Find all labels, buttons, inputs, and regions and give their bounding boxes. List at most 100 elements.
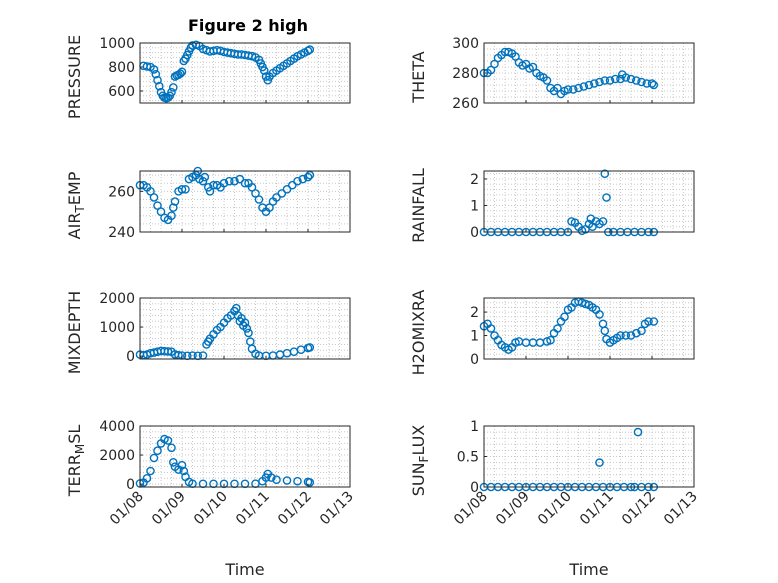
data-point bbox=[584, 80, 594, 90]
data-point bbox=[266, 473, 276, 482]
axes-box bbox=[139, 42, 351, 104]
data-point bbox=[637, 326, 646, 336]
y-axis-label: TERRMSL bbox=[65, 425, 87, 498]
data-point bbox=[621, 73, 631, 82]
data-point bbox=[153, 446, 162, 456]
data-point bbox=[600, 326, 610, 336]
data-point bbox=[553, 324, 562, 333]
data-point bbox=[146, 186, 155, 196]
data-point bbox=[287, 180, 297, 190]
x-tick-label: 01/11 bbox=[577, 489, 617, 529]
data-point bbox=[177, 184, 187, 194]
data-point bbox=[224, 176, 234, 186]
data-point bbox=[170, 197, 180, 206]
y-tick-label: 0 bbox=[126, 349, 135, 365]
data-point bbox=[632, 76, 641, 85]
axes-box bbox=[139, 297, 351, 360]
data-point bbox=[305, 343, 315, 352]
data-point bbox=[240, 318, 250, 328]
x-tick-label: 01/10 bbox=[191, 489, 231, 529]
y-axis-label: SUNFLUX bbox=[409, 425, 431, 497]
data-point bbox=[293, 176, 302, 186]
y-tick-label: 300 bbox=[452, 36, 479, 52]
data-point bbox=[272, 193, 281, 202]
y-tick-label: 0 bbox=[470, 480, 479, 496]
x-tick-label: 01/12 bbox=[619, 489, 659, 529]
subplot-terrmsl: 0 2000 4000 01/08 01/09 01/10 01/11 01/12 01/13 T… bbox=[65, 419, 357, 579]
data-point bbox=[616, 74, 625, 84]
y-tick-label: 0 bbox=[470, 225, 479, 241]
data-point bbox=[293, 476, 302, 486]
data-point bbox=[633, 427, 643, 437]
x-tick-label: 01/09 bbox=[149, 489, 189, 529]
axes-box bbox=[139, 425, 351, 488]
y-tick-label: 1 bbox=[470, 419, 479, 435]
data-point bbox=[579, 82, 589, 91]
data-point bbox=[142, 473, 152, 483]
x-tick-label: 01/09 bbox=[493, 489, 533, 529]
data-point bbox=[168, 83, 178, 92]
data-point bbox=[251, 189, 260, 198]
data-point bbox=[626, 74, 636, 84]
y-tick-label: 260 bbox=[108, 184, 135, 200]
data-point bbox=[146, 466, 155, 476]
data-point bbox=[626, 331, 636, 340]
grid-lines bbox=[484, 171, 694, 233]
y-axis-label: RAINFALL bbox=[409, 168, 428, 243]
data-point bbox=[179, 466, 189, 476]
subplot-h2omixra: 0 1 2 H2OMIXRA bbox=[409, 290, 695, 376]
y-tick-label: 1 bbox=[470, 198, 479, 214]
data-point bbox=[298, 174, 308, 184]
y-tick-label: 4000 bbox=[99, 419, 135, 435]
data-point bbox=[602, 193, 611, 202]
y-tick-label: 0 bbox=[470, 352, 479, 368]
data-point bbox=[167, 211, 176, 220]
data-point bbox=[303, 172, 313, 182]
subplot-theta: 260 280 300 THETA bbox=[409, 36, 695, 112]
axes-box bbox=[139, 170, 351, 233]
data-point bbox=[167, 87, 176, 97]
y-tick-label: 2 bbox=[470, 305, 479, 321]
data-point bbox=[149, 453, 159, 463]
y-axis-label: MIXDEPTH bbox=[65, 291, 84, 374]
grid-lines bbox=[140, 425, 350, 487]
data-point bbox=[240, 178, 250, 188]
y-tick-label: 1000 bbox=[99, 36, 135, 52]
data-point bbox=[560, 312, 569, 322]
data-point bbox=[595, 458, 604, 467]
x-axis-label: Time bbox=[224, 560, 264, 579]
y-tick-label: 1 bbox=[470, 329, 479, 345]
data-point bbox=[611, 74, 620, 84]
data-point bbox=[605, 76, 615, 85]
data-points bbox=[135, 303, 315, 361]
data-point bbox=[649, 80, 659, 90]
axes-box bbox=[483, 297, 695, 360]
y-axis-label: H2OMIXRA bbox=[409, 290, 428, 376]
y-tick-label: 0 bbox=[126, 477, 135, 493]
figure-title: Figure 2 high bbox=[188, 16, 308, 35]
data-point bbox=[198, 176, 208, 186]
data-point bbox=[569, 85, 578, 94]
data-point bbox=[244, 328, 253, 338]
y-axis-label: THETA bbox=[409, 51, 428, 103]
data-point bbox=[272, 475, 281, 485]
data-point bbox=[200, 172, 210, 182]
x-tick-label: 01/12 bbox=[275, 489, 315, 529]
y-tick-label: 2000 bbox=[99, 448, 135, 464]
y-tick-label: 280 bbox=[452, 66, 479, 82]
data-point bbox=[247, 182, 257, 192]
data-point bbox=[616, 331, 625, 340]
data-point bbox=[219, 178, 229, 188]
data-point bbox=[590, 79, 599, 88]
data-point bbox=[205, 186, 215, 196]
data-point bbox=[175, 69, 185, 78]
data-point bbox=[305, 45, 315, 54]
data-point bbox=[163, 436, 173, 445]
data-point bbox=[203, 182, 213, 192]
y-tick-label: 0.5 bbox=[457, 450, 479, 466]
data-point bbox=[546, 335, 555, 345]
data-point bbox=[282, 476, 292, 485]
data-point bbox=[163, 347, 173, 356]
